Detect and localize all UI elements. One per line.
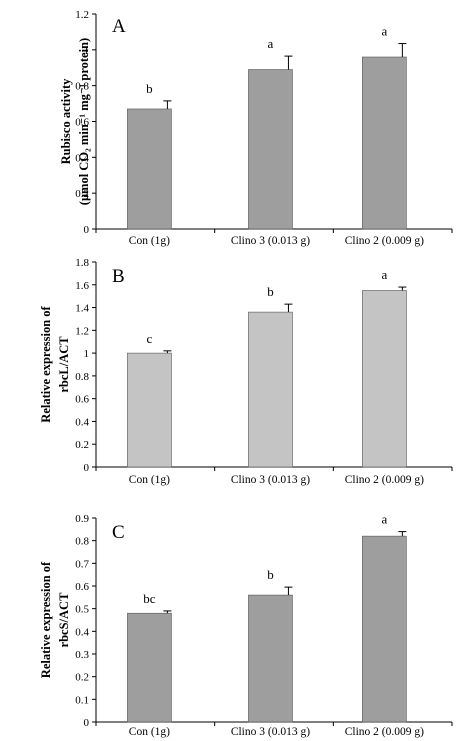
significance-letter: a bbox=[381, 267, 387, 282]
y-axis-label-line: Relative expression of bbox=[39, 305, 53, 422]
bar bbox=[362, 535, 407, 723]
y-tick-label: 1 bbox=[84, 348, 90, 360]
bar bbox=[127, 612, 172, 723]
significance-letter: b bbox=[146, 81, 153, 96]
panel-letter: A bbox=[112, 16, 126, 37]
y-axis-label-line: (μmol CO₂ min⁻¹ mg⁻¹ protein) bbox=[77, 38, 91, 205]
y-tick-label: 0 bbox=[84, 462, 90, 474]
bar bbox=[127, 352, 172, 468]
significance-letter: b bbox=[267, 284, 274, 299]
category-label: Con (1g) bbox=[129, 235, 170, 247]
significance-letter: a bbox=[381, 24, 387, 39]
significance-letter: c bbox=[147, 331, 153, 346]
y-axis-label: Relative expression of rbcL/ACT bbox=[39, 305, 71, 422]
y-tick-label: 0.2 bbox=[75, 188, 89, 200]
y-tick-label: 0.6 bbox=[75, 394, 89, 406]
y-tick-label: 0.8 bbox=[75, 81, 89, 93]
y-tick-label: 0.1 bbox=[75, 694, 89, 706]
significance-letter: a bbox=[268, 36, 274, 51]
category-label: Clino 2 (0.009 g) bbox=[345, 474, 424, 486]
y-tick-label: 0.5 bbox=[75, 604, 89, 616]
y-tick-label: 0.8 bbox=[75, 371, 89, 383]
y-axis-label-line: Relative expression of bbox=[39, 561, 53, 678]
category-label: Clino 2 (0.009 g) bbox=[345, 235, 424, 247]
chart-panel-b: 0 0.2 0.4 0.6 0.8 1 1.2 1.4 1.6 1.8 c Con (1g) b Clin… bbox=[39, 257, 453, 486]
y-axis-label-line: rbcL/ACT bbox=[57, 336, 71, 393]
bar bbox=[362, 290, 407, 468]
y-tick-label: 0.6 bbox=[75, 581, 89, 593]
y-tick-label: 0 bbox=[84, 224, 90, 236]
y-tick-label: 0.2 bbox=[75, 672, 89, 684]
y-axis-label-line: rbcS/ACT bbox=[57, 592, 71, 648]
y-tick-label: 1.6 bbox=[75, 280, 89, 292]
y-tick-label: 0.9 bbox=[75, 513, 89, 525]
y-tick-label: 1.4 bbox=[75, 303, 89, 315]
y-tick-label: 1.2 bbox=[75, 325, 89, 337]
y-tick-label: 0.3 bbox=[75, 649, 89, 661]
category-label: Clino 3 (0.013 g) bbox=[231, 474, 310, 486]
y-tick-label: 0.8 bbox=[75, 536, 89, 548]
y-axis-label: Relative expression of rbcS/ACT bbox=[39, 561, 71, 678]
bar bbox=[127, 108, 172, 230]
bar bbox=[248, 69, 293, 230]
y-tick-label: 0.4 bbox=[75, 626, 89, 638]
y-tick-label: 1.2 bbox=[75, 9, 89, 21]
bar bbox=[248, 311, 293, 468]
panel-letter: C bbox=[112, 522, 125, 543]
chart-panel-a: 0 0.2 0.4 0.6 0.8 1 1.2 b Con (1g) a Clino 3 (0.01… bbox=[59, 9, 453, 247]
y-tick-label: 0.7 bbox=[75, 558, 89, 570]
y-tick-label: 1.8 bbox=[75, 257, 89, 269]
category-label: Con (1g) bbox=[129, 474, 170, 486]
significance-letter: a bbox=[381, 512, 387, 527]
y-tick-label: 0.6 bbox=[75, 117, 89, 129]
category-label: Con (1g) bbox=[129, 726, 170, 738]
y-tick-label: 0.4 bbox=[75, 152, 89, 164]
category-label: Clino 2 (0.009 g) bbox=[345, 726, 424, 738]
y-tick-label: 1 bbox=[84, 45, 90, 57]
significance-letter: bc bbox=[143, 591, 156, 606]
y-tick-label: 0.2 bbox=[75, 439, 89, 451]
bar bbox=[362, 56, 407, 230]
y-tick-label: 0 bbox=[84, 717, 90, 729]
chart-panel-c: 0 0.1 0.2 0.3 0.4 0.5 0.6 0.7 0.8 0.9 bc Con (1g) b C… bbox=[39, 512, 453, 738]
category-label: Clino 3 (0.013 g) bbox=[231, 235, 310, 247]
panel-letter: B bbox=[112, 266, 125, 287]
category-label: Clino 3 (0.013 g) bbox=[231, 726, 310, 738]
y-tick-label: 0.4 bbox=[75, 416, 89, 428]
y-axis-label: Rubisco activity (μmol CO₂ min⁻¹ mg⁻¹ pro… bbox=[59, 38, 91, 205]
y-axis-label-line: Rubisco activity bbox=[59, 78, 73, 165]
significance-letter: b bbox=[267, 567, 274, 582]
bar bbox=[248, 594, 293, 723]
